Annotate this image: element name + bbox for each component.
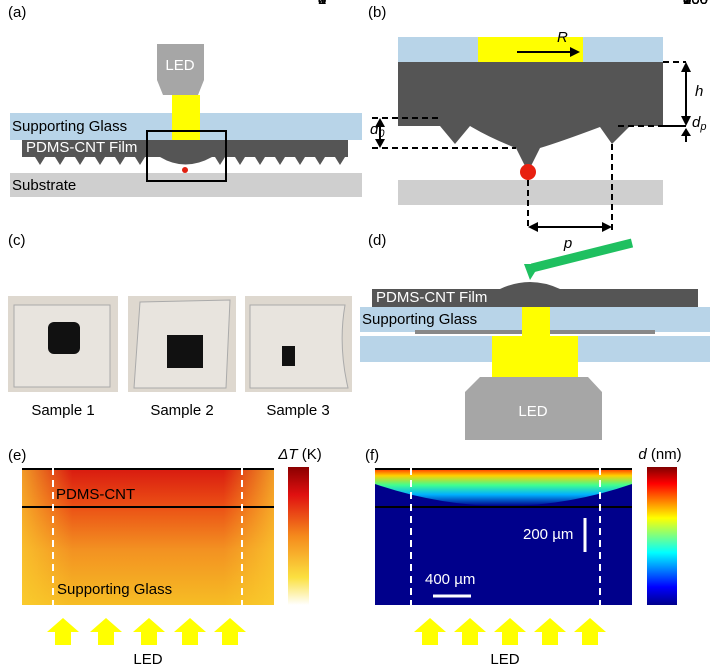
substrate-label: Substrate bbox=[12, 177, 76, 194]
arrow bbox=[90, 618, 122, 645]
spike bbox=[275, 157, 285, 165]
panel-d: (d) PDMS-CNT Film Supporting Glass LED bbox=[360, 232, 710, 440]
colorbar-tick-label: 5 bbox=[318, 0, 326, 8]
colorbar bbox=[288, 467, 309, 605]
h-label: h bbox=[695, 83, 703, 100]
film-label: PDMS-CNT Film bbox=[26, 139, 137, 156]
r-label: R bbox=[557, 29, 568, 46]
film-sample bbox=[48, 322, 80, 354]
colorbar bbox=[647, 467, 677, 605]
substrate bbox=[398, 180, 663, 205]
p-label: p bbox=[563, 235, 572, 252]
arrow bbox=[133, 618, 165, 645]
arrow bbox=[414, 618, 446, 645]
tip bbox=[524, 264, 540, 280]
bump bbox=[160, 157, 212, 165]
led-arrows bbox=[47, 618, 246, 645]
film-label: PDMS-CNT bbox=[56, 486, 135, 503]
arrow bbox=[534, 618, 566, 645]
spike bbox=[35, 157, 45, 165]
contact-dot bbox=[520, 164, 536, 180]
spike bbox=[135, 157, 145, 165]
spike bbox=[95, 157, 105, 165]
panel-label: (e) bbox=[8, 447, 26, 464]
sample-caption: Sample 3 bbox=[266, 402, 329, 419]
film-sample bbox=[282, 346, 295, 366]
slide bbox=[250, 305, 348, 388]
panel-label: (d) bbox=[368, 232, 386, 249]
spike bbox=[215, 157, 225, 165]
spike bbox=[295, 157, 305, 165]
panel-label: (f) bbox=[365, 447, 379, 464]
panel-a: (a) LED Supporting Glass PDMS-CNT Film S… bbox=[8, 4, 362, 197]
arrow bbox=[454, 618, 486, 645]
beam bbox=[522, 307, 550, 336]
spike bbox=[115, 157, 125, 165]
film-sample bbox=[167, 335, 203, 368]
glass-label: Supporting Glass bbox=[12, 118, 127, 135]
glass-label: Supporting Glass bbox=[362, 311, 477, 328]
colorbar-title: d (nm) bbox=[638, 446, 681, 463]
beam bbox=[492, 336, 578, 377]
film-label: PDMS-CNT Film bbox=[376, 289, 487, 306]
arrow bbox=[174, 618, 206, 645]
spike bbox=[335, 157, 345, 165]
spike bbox=[235, 157, 245, 165]
led-label: LED bbox=[165, 57, 194, 74]
colorbar-tick-label: 700 bbox=[683, 0, 708, 8]
spike bbox=[315, 157, 325, 165]
spike bbox=[75, 157, 85, 165]
arrow bbox=[214, 618, 246, 645]
sample-caption: Sample 2 bbox=[150, 402, 213, 419]
dp-label: dp bbox=[692, 114, 706, 133]
cantilever bbox=[532, 243, 632, 268]
arrow bbox=[494, 618, 526, 645]
led-arrows bbox=[414, 618, 606, 645]
scale-label: 200 µm bbox=[523, 526, 573, 543]
led-label: LED bbox=[490, 651, 519, 666]
beam bbox=[172, 95, 200, 140]
panel-b: (b) R h dp d0 p bbox=[368, 4, 706, 252]
arrow bbox=[574, 618, 606, 645]
scale-label: 400 µm bbox=[425, 571, 475, 588]
spike bbox=[255, 157, 265, 165]
figure: (a) LED Supporting Glass PDMS-CNT Film S… bbox=[0, 0, 710, 666]
arrow bbox=[47, 618, 79, 645]
spike bbox=[55, 157, 65, 165]
glass-label: Supporting Glass bbox=[57, 581, 172, 598]
colorbar-ticks: 012345 bbox=[318, 0, 326, 8]
panel-label: (c) bbox=[8, 232, 26, 249]
led-label: LED bbox=[133, 651, 162, 666]
colorbar-ticks: 0100200300400500600700 bbox=[683, 0, 708, 8]
colorbar-title: ΔT (K) bbox=[277, 446, 321, 463]
panel-label: (a) bbox=[8, 4, 26, 21]
sample-caption: Sample 1 bbox=[31, 402, 94, 419]
panel-label: (b) bbox=[368, 4, 386, 21]
contact-dot bbox=[182, 167, 188, 173]
led-label: LED bbox=[518, 403, 547, 420]
panel-c: (c) Sample 1 Sample 2 Sample 3 bbox=[8, 232, 352, 419]
